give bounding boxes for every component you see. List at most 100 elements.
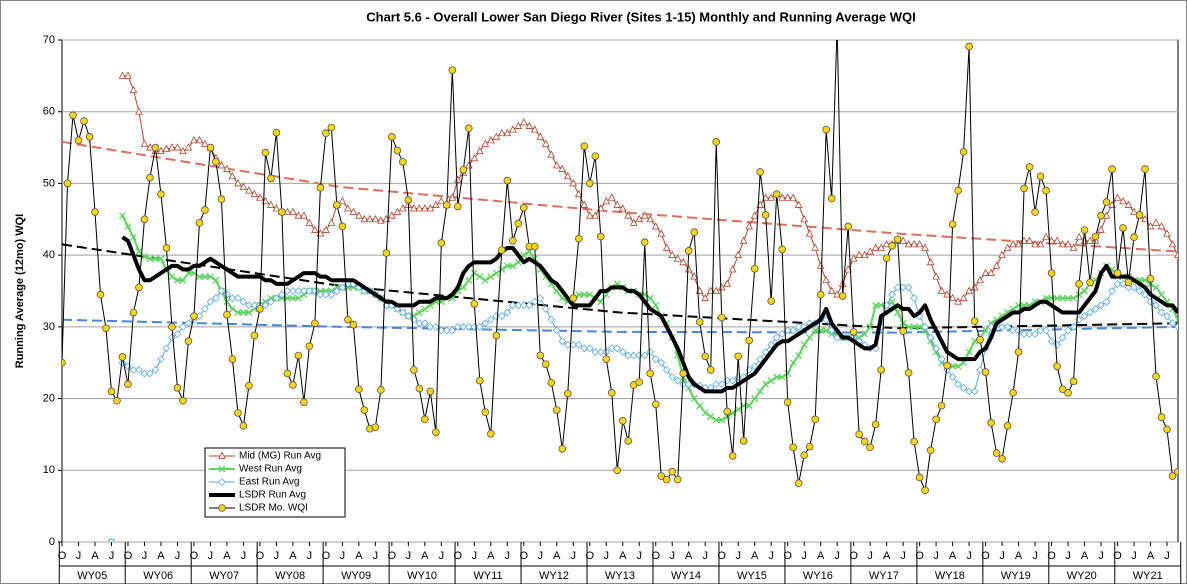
data-point [1146,222,1155,230]
data-point [508,125,517,133]
data-point [300,287,308,295]
data-point [717,313,726,322]
data-point [646,294,654,302]
group-label: WY09 [341,570,371,582]
data-point [773,373,781,381]
data-point [234,179,242,187]
data-point [871,420,880,429]
legend-marker [218,478,226,486]
data-point [157,255,165,263]
data-point [855,430,863,439]
data-point [574,189,583,198]
data-point [536,351,545,360]
data-point [1009,240,1017,248]
data-point [767,377,775,385]
data-point [1058,240,1067,248]
data-point [140,139,149,147]
data-point [1174,316,1178,324]
data-point [580,200,589,208]
data-point [921,486,929,495]
x-tick-label: A [1081,550,1089,562]
data-point [355,211,363,219]
data-point [1168,472,1177,480]
data-point [69,111,77,120]
data-point [756,355,765,363]
data-point [119,212,126,220]
data-point [976,335,984,344]
data-point [360,214,369,223]
data-point [96,290,105,299]
series-line [121,235,1178,394]
data-point [921,243,929,251]
data-point [140,369,149,378]
data-point [151,255,159,263]
data-point [536,132,545,140]
data-point [250,189,259,198]
data-point [1025,236,1034,244]
data-point [596,348,605,356]
data-point [289,294,297,302]
data-point [124,71,132,79]
data-point [652,301,660,309]
data-point [201,206,209,214]
data-point [327,290,336,299]
data-point [410,366,418,374]
data-point [937,355,946,363]
data-point [976,366,984,374]
data-point [349,207,358,216]
data-point [1091,305,1100,313]
x-tick-label: J [472,550,478,562]
y-tick-label: 10 [43,464,55,476]
data-point [245,309,253,316]
data-point [294,294,302,302]
data-point [300,398,308,406]
data-point [1059,294,1067,302]
data-point [475,146,484,155]
data-point [756,168,764,176]
data-point [1174,322,1178,331]
data-point [910,240,918,248]
data-point [338,197,347,205]
data-point [894,309,902,316]
group-label: WY08 [275,570,305,582]
data-point [701,293,710,302]
x-tick-label: A [223,550,231,562]
x-tick-label: A [1147,550,1155,562]
x-tick-label: J [208,550,214,562]
data-point [409,204,418,212]
data-point [157,146,165,155]
data-point [1053,362,1061,371]
data-point [442,326,451,335]
data-point [888,298,896,306]
data-point [1146,275,1155,283]
data-point [932,344,940,353]
data-point [487,273,495,281]
data-point [800,341,808,349]
data-point [1047,269,1056,277]
data-point [904,283,913,292]
data-point [734,352,742,361]
data-point [635,378,644,386]
data-point [926,446,935,455]
data-point [371,214,380,223]
data-point [613,344,622,353]
data-point [470,300,479,308]
data-point [877,301,885,309]
data-point [728,265,737,273]
data-point [794,479,803,487]
data-point [794,322,803,331]
data-point [377,386,385,394]
data-point [959,293,968,302]
data-point [783,398,792,406]
data-point [157,355,165,363]
x-tick-label: J [109,550,115,562]
data-point [569,294,578,302]
data-point [838,292,847,300]
data-point [1158,291,1165,299]
data-point [784,370,792,377]
data-point [1097,225,1105,233]
data-point [904,368,913,377]
x-tick-label: J [1065,550,1071,562]
data-point [228,294,237,303]
data-point [563,340,572,349]
